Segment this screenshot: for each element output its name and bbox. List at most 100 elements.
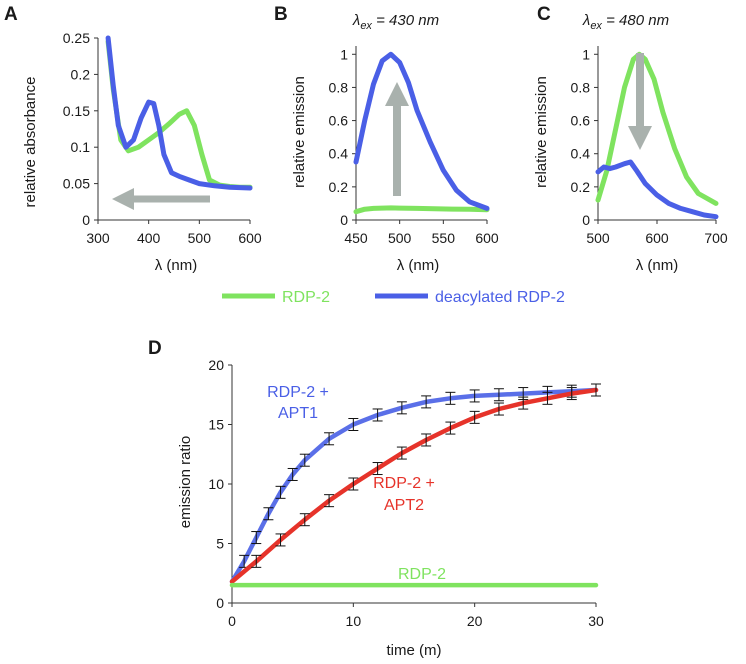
legend-item-rdp2: RDP-2 [222, 289, 330, 306]
panel-c-series-rdp2-line [595, 51, 719, 206]
panel-b-series-deacylated-line [353, 51, 490, 211]
panel-d-errorbar [372, 462, 383, 476]
panel-c-ytick-label: 0.4 [571, 146, 591, 162]
label-apt1-line2: APT1 [278, 405, 318, 422]
panel-b-title-main: λ [352, 12, 360, 29]
panel-b-axes: 450 500 550 600 0 0.2 0.4 0.6 0.8 1 [329, 46, 499, 246]
panel-d-errorbar [263, 507, 274, 521]
panel-d: D emission ratio time (m) 0 10 20 30 0 5 10 15 2… [148, 338, 604, 659]
panel-d-ytick-label: 15 [208, 417, 224, 433]
blue-shift-arrow [112, 188, 210, 210]
panel-d-errorbar [324, 432, 335, 446]
panel-c-xtick-label: 500 [586, 230, 610, 246]
panel-a-xtick-label: 500 [188, 230, 212, 246]
panel-label-c: C [537, 4, 551, 25]
panel-b-series [353, 51, 490, 215]
panel-a-axes: 300 400 500 600 0 0.05 0.1 0.15 0.2 0.25 [63, 30, 262, 246]
panel-d-errorbar [421, 395, 432, 409]
panel-a: A relative absorbance λ (nm) 300 400 500 60… [4, 4, 262, 274]
panel-b-ytick-label: 0.2 [329, 179, 349, 195]
panel-d-errorbar [299, 513, 310, 527]
panel-a-ytick-label: 0.15 [63, 103, 90, 119]
panel-d-errorbar [275, 533, 286, 547]
panel-c-ytick-label: 0.6 [571, 113, 591, 129]
panel-d-errorbar [518, 396, 529, 410]
panel-b-ytick-label: 1 [340, 46, 348, 62]
panel-d-errorbar [251, 554, 262, 568]
panel-b-ytick-label: 0 [340, 212, 348, 228]
panel-d-errorbar [299, 453, 310, 467]
panel-a-xtick-label: 600 [238, 230, 262, 246]
panel-d-xtick-label: 20 [467, 613, 483, 629]
panel-d-errorbar [396, 401, 407, 415]
panel-a-ylabel: relative absorbance [22, 77, 39, 208]
panel-d-errorbar [421, 433, 432, 447]
panel-a-series-deacylated-line [105, 35, 253, 191]
panel-d-errorbar [469, 410, 480, 424]
panel-d-ytick-label: 5 [216, 536, 224, 552]
panel-d-errorbar [493, 388, 504, 402]
panel-d-errorbar [251, 531, 262, 545]
panel-b-xlabel: λ (nm) [397, 257, 440, 274]
panel-c-series-deacylated-line [595, 159, 719, 220]
panel-d-ytick-label: 10 [208, 476, 224, 492]
panel-c-title-rest: = 480 nm [602, 12, 669, 29]
panel-b-ytick-label: 0.4 [329, 146, 349, 162]
panel-label-d: D [148, 338, 162, 359]
panel-b-ytick-label: 0.8 [329, 79, 349, 95]
panel-d-errorbar [591, 383, 601, 397]
panel-a-ytick-label: 0.1 [71, 139, 91, 155]
panel-d-annotations: RDP-2 + APT1 RDP-2 + APT2 RDP-2 [267, 384, 446, 583]
panel-c-axes: 500 600 700 0 0.2 0.4 0.6 0.8 1 [571, 46, 728, 246]
panel-d-errorbar [324, 494, 335, 508]
panel-b-xtick-label: 600 [475, 230, 499, 246]
panel-d-errorbar [275, 485, 286, 499]
label-apt1-line1: RDP-2 + [267, 384, 329, 401]
panel-d-ytick-label: 20 [208, 357, 224, 373]
panel-d-errorbar [566, 387, 577, 401]
panel-c-ytick-label: 0.2 [571, 179, 591, 195]
panel-d-xtick-label: 10 [346, 613, 362, 629]
legend: RDP-2 deacylated RDP-2 [222, 289, 565, 306]
panel-a-ytick-label: 0.25 [63, 30, 90, 46]
panel-b-xtick-label: 550 [432, 230, 456, 246]
panel-c-title-sub: ex [590, 20, 602, 32]
upward-arrow [385, 82, 409, 196]
panel-b: B λex = 430 nm relative emission λ (nm) … [274, 4, 499, 274]
panel-d-errorbar [493, 402, 504, 416]
panel-label-a: A [4, 4, 18, 25]
legend-label-rdp2: RDP-2 [282, 289, 330, 306]
panel-d-errorbar [445, 421, 456, 435]
panel-b-series-rdp2-line [353, 205, 490, 215]
panel-c-ytick-label: 1 [582, 46, 590, 62]
panel-a-ytick-label: 0.05 [63, 176, 90, 192]
panel-b-xtick-label: 500 [388, 230, 412, 246]
panel-d-errorbar [372, 408, 383, 422]
panel-a-xtick-label: 400 [137, 230, 161, 246]
panel-a-ytick-label: 0 [82, 212, 90, 228]
panel-d-ylabel: emission ratio [177, 436, 194, 529]
legend-item-deacylated: deacylated RDP-2 [375, 289, 565, 306]
panel-c-ylabel: relative emission [533, 76, 550, 188]
panel-d-errorbar [396, 446, 407, 460]
panel-d-series-apt2-line [229, 387, 599, 584]
panel-a-xtick-label: 300 [86, 230, 110, 246]
panel-c-series [595, 51, 719, 220]
panel-d-errorbar [445, 391, 456, 405]
panel-c-xlabel: λ (nm) [636, 257, 679, 274]
panel-b-ylabel: relative emission [291, 76, 308, 188]
panel-d-series [229, 383, 601, 588]
panel-b-title: λex = 430 nm [352, 12, 439, 32]
panel-c-ytick-label: 0 [582, 212, 590, 228]
panel-d-errorbar [348, 477, 359, 491]
panel-c-title: λex = 480 nm [582, 12, 669, 32]
panel-b-xtick-label: 450 [344, 230, 368, 246]
panel-b-title-rest: = 430 nm [372, 12, 439, 29]
panel-d-xlabel: time (m) [387, 642, 442, 659]
label-rdp2: RDP-2 [398, 566, 446, 583]
panel-c-xtick-label: 600 [645, 230, 669, 246]
label-apt2-line2: APT2 [384, 497, 424, 514]
panel-c-title-main: λ [582, 12, 590, 29]
panel-d-errorbar [542, 391, 553, 405]
panel-label-b: B [274, 4, 288, 25]
